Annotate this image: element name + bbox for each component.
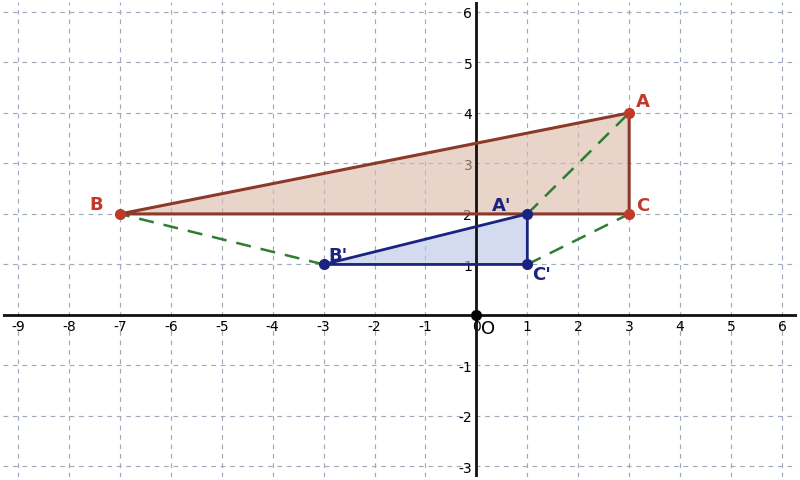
Text: B': B' (329, 247, 348, 265)
Text: C': C' (533, 265, 551, 283)
Text: A': A' (492, 196, 511, 215)
Polygon shape (324, 215, 527, 265)
Polygon shape (120, 114, 629, 215)
Text: A: A (636, 93, 650, 111)
Text: O: O (482, 319, 496, 337)
Text: C: C (636, 196, 649, 215)
Text: B: B (90, 195, 103, 214)
